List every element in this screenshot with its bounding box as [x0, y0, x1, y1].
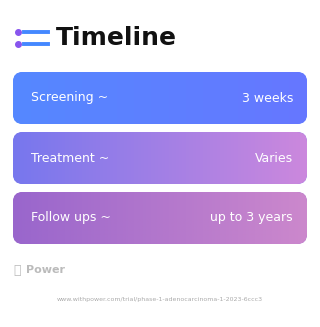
Text: Timeline: Timeline [56, 26, 177, 50]
FancyBboxPatch shape [13, 72, 307, 124]
Text: Screening ~: Screening ~ [31, 92, 108, 105]
Text: up to 3 years: up to 3 years [210, 212, 293, 225]
FancyBboxPatch shape [13, 192, 307, 244]
Text: Power: Power [26, 265, 65, 275]
Text: Varies: Varies [255, 151, 293, 164]
Text: www.withpower.com/trial/phase-1-adenocarcinoma-1-2023-6ccc3: www.withpower.com/trial/phase-1-adenocar… [57, 298, 263, 302]
Text: Follow ups ~: Follow ups ~ [31, 212, 111, 225]
Text: ⛉: ⛉ [13, 264, 21, 277]
Text: 3 weeks: 3 weeks [242, 92, 293, 105]
Text: Treatment ~: Treatment ~ [31, 151, 109, 164]
FancyBboxPatch shape [13, 132, 307, 184]
